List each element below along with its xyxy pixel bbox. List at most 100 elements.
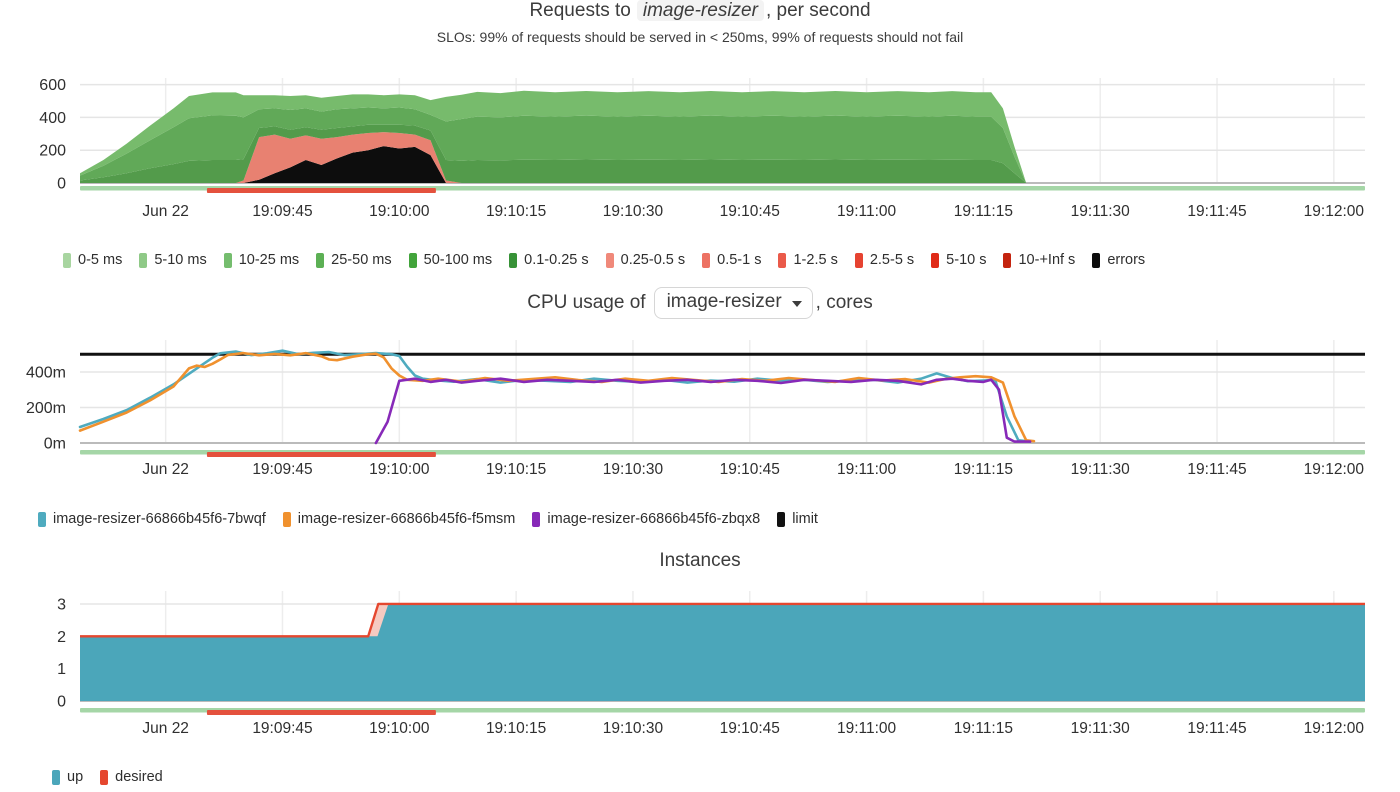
x-tick-label: Jun 22: [142, 203, 189, 220]
x-tick-label: 19:10:00: [369, 720, 430, 737]
legend-swatch: [316, 252, 325, 268]
series-10-25-ms: [80, 90, 1365, 183]
legend-item-5-10-s[interactable]: 5-10 s: [931, 252, 986, 268]
legend-label: up: [67, 769, 84, 785]
legend-item-image-resizer-66866b45f6-f5msm[interactable]: image-resizer-66866b45f6-f5msm: [282, 511, 516, 527]
legend-label: desired: [115, 769, 163, 785]
resource-dropdown[interactable]: image-resizer: [653, 287, 813, 319]
legend-item-10-inf-s[interactable]: 10-+Inf s: [1003, 252, 1075, 268]
health-strip-alert: [206, 710, 436, 715]
legend-label: 1-2.5 s: [793, 252, 838, 268]
legend-swatch: [509, 252, 518, 268]
x-tick-label: 19:11:15: [954, 720, 1013, 737]
legend-label: 0.25-0.5 s: [620, 252, 686, 268]
legend-swatch: [38, 511, 46, 527]
legend-swatch: [931, 252, 940, 268]
cpu-chart[interactable]: Jun 22 19:09:45 19:10:00 19:10:15 19:10:30 19…: [0, 330, 1400, 482]
legend-item-0-5-1-s[interactable]: 0.5-1 s: [702, 252, 761, 268]
x-tick-label: 19:10:45: [720, 720, 780, 737]
instances-chart[interactable]: Jun 22 19:09:45 19:10:00 19:10:15 19:10:30 19…: [0, 585, 1400, 743]
legend-item-2-5-5-s[interactable]: 2.5-5 s: [854, 252, 914, 268]
y-tick-label: 2: [57, 629, 66, 646]
instances-legend: up desired: [52, 769, 163, 785]
x-tick-label: 19:12:00: [1304, 720, 1365, 737]
legend-item-image-resizer-66866b45f6-zbqx8[interactable]: image-resizer-66866b45f6-zbqx8: [532, 511, 760, 527]
x-tick-label: 19:11:15: [954, 203, 1013, 220]
legend-item-10-25-ms[interactable]: 10-25 ms: [223, 252, 299, 268]
legend-swatch: [100, 769, 109, 785]
resource-dropdown-value: image-resizer: [666, 291, 782, 312]
x-tick-label: 19:09:45: [252, 203, 312, 220]
series-line: [374, 377, 1032, 445]
y-tick-label: 200m: [26, 400, 66, 417]
legend-item-errors[interactable]: errors: [1092, 252, 1145, 268]
legend-label: image-resizer-66866b45f6-zbqx8: [547, 511, 761, 527]
x-tick-label: 19:12:00: [1304, 203, 1365, 220]
area-up: [80, 603, 1365, 701]
series-25-50-ms: [80, 107, 1365, 183]
requests-header: Requests to image-resizer, per second SLO…: [0, 0, 1400, 45]
x-tick-label: 19:11:30: [1071, 720, 1131, 737]
legend-item-desired[interactable]: desired: [100, 769, 163, 785]
y-tick-label: 1: [57, 661, 66, 678]
legend-swatch: [702, 252, 711, 268]
x-tick-label: 19:10:15: [486, 720, 546, 737]
legend-swatch: [532, 511, 541, 527]
x-tick-label: 19:10:00: [369, 203, 430, 220]
legend-label: image-resizer-66866b45f6-7bwqf: [53, 511, 266, 527]
legend-item-0-1-0-25-s[interactable]: 0.1-0.25 s: [509, 252, 589, 268]
y-tick-label: 400: [39, 110, 66, 127]
series-line: [78, 351, 1036, 443]
requests-chart[interactable]: Jun 22 19:09:45 19:10:00 19:10:15 19:10:30 19…: [0, 70, 1400, 228]
legend-label: image-resizer-66866b45f6-f5msm: [297, 511, 516, 527]
legend-label: 0.5-1 s: [717, 252, 762, 268]
legend-label: 0-5 ms: [78, 252, 123, 268]
x-tick-label: 19:11:00: [837, 720, 897, 737]
x-tick-label: 19:09:45: [252, 461, 312, 478]
legend-item-limit[interactable]: limit: [777, 511, 818, 527]
legend-item-25-50-ms[interactable]: 25-50 ms: [316, 252, 392, 268]
x-tick-label: 19:10:15: [486, 461, 546, 478]
legend-item-up[interactable]: up: [52, 769, 83, 785]
legend-label: 50-100 ms: [423, 252, 493, 268]
slo-subtitle: SLOs: 99% of requests should be served i…: [436, 29, 964, 45]
legend-item-5-10-ms[interactable]: 5-10 ms: [139, 252, 207, 268]
series-0-25-0-5-s: [80, 132, 1365, 183]
legend-swatch: [408, 252, 417, 268]
legend-label: 5-10 s: [946, 252, 987, 268]
legend-swatch: [223, 252, 232, 268]
legend-item-50-100-ms[interactable]: 50-100 ms: [408, 252, 493, 268]
x-tick-label: Jun 22: [142, 461, 189, 478]
x-tick-label: 19:12:00: [1304, 461, 1365, 478]
instances-title: Instances: [659, 550, 741, 571]
legend-swatch: [52, 769, 60, 785]
desired-line: [80, 602, 1365, 638]
legend-label: 5-10 ms: [154, 252, 207, 268]
legend-swatch: [1003, 252, 1012, 268]
cpu-title-prefix: CPU usage of: [527, 292, 646, 314]
legend-item-1-2-5-s[interactable]: 1-2.5 s: [778, 252, 838, 268]
legend-item-0-25-0-5-s[interactable]: 0.25-0.5 s: [605, 252, 686, 268]
requests-title: Requests to image-resizer, per second: [0, 0, 1400, 22]
series-50-100-ms: [80, 124, 1365, 183]
y-tick-label: 400m: [26, 364, 66, 381]
legend-label: 25-50 ms: [331, 252, 392, 268]
x-tick-label: 19:11:30: [1071, 203, 1131, 220]
legend-item-image-resizer-66866b45f6-7bwqf[interactable]: image-resizer-66866b45f6-7bwqf: [38, 511, 266, 527]
cpu-title: CPU usage of image-resizer , cores: [0, 287, 1400, 319]
x-tick-label: 19:11:45: [1187, 720, 1246, 737]
x-tick-label: 19:11:45: [1187, 203, 1246, 220]
health-strip-alert: [206, 452, 436, 457]
requests-title-prefix: Requests to: [529, 0, 631, 21]
x-tick-label: 19:10:45: [720, 203, 780, 220]
x-tick-label: 19:10:30: [603, 720, 664, 737]
cpu-legend: image-resizer-66866b45f6-7bwqf image-resi…: [38, 511, 818, 527]
y-tick-label: 0: [57, 694, 66, 711]
x-tick-label: 19:10:30: [603, 203, 664, 220]
legend-swatch: [1092, 252, 1101, 268]
legend-item-0-5-ms[interactable]: 0-5 ms: [63, 252, 122, 268]
legend-label: limit: [792, 511, 818, 527]
health-strip-alert: [206, 188, 436, 193]
cpu-title-suffix: , cores: [815, 292, 873, 314]
legend-swatch: [778, 252, 787, 268]
